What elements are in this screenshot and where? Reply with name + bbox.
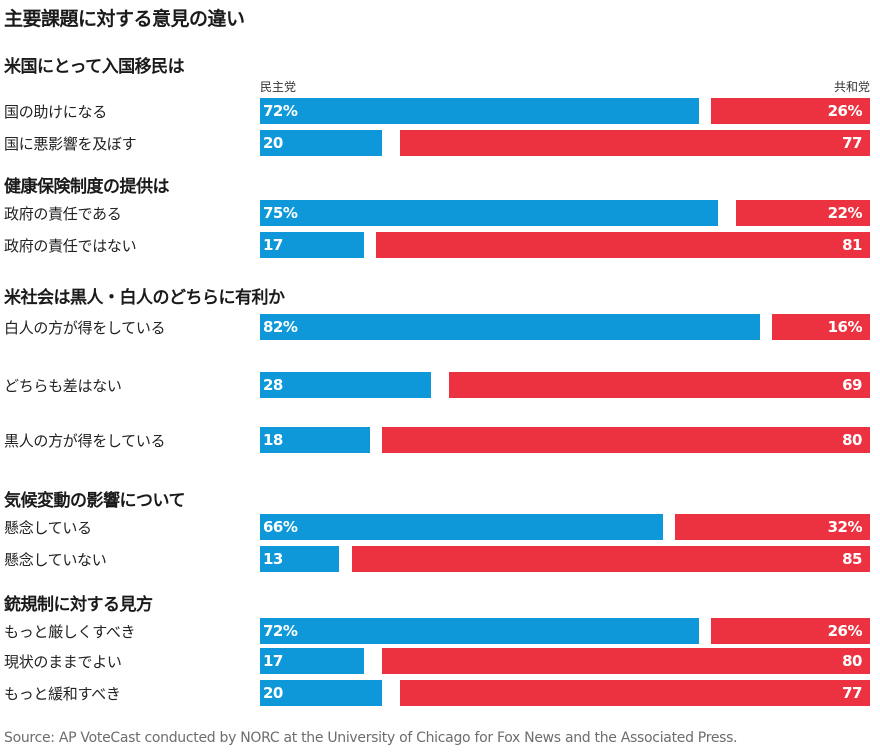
rep-bar [382,427,870,453]
dem-value-label: 72% [263,102,298,120]
row-label: 国に悪影響を及ぼす [4,135,137,153]
rep-value-label: 85 [842,550,862,568]
row-label: もっと厳しくすべき [4,623,136,641]
dem-value-label: 82% [263,318,298,336]
dem-bar [260,618,700,644]
group-title: 銃規制に対する見方 [4,595,153,615]
row-label: 政府の責任である [4,205,122,223]
row-label: 懸念していない [4,551,107,569]
rep-value-label: 16% [827,318,863,336]
dem-value-label: 66% [263,518,298,536]
group-title: 気候変動の影響について [4,491,186,511]
rep-value-label: 81 [842,236,862,254]
source-note: Source: AP VoteCast conducted by NORC at… [4,730,738,746]
dem-bar [260,200,718,226]
rep-bar [711,98,870,124]
dem-value-label: 75% [263,204,298,222]
dem-bar [260,98,700,124]
rep-value-label: 22% [827,204,863,222]
row-label: もっと緩和すべき [4,685,121,703]
dem-bar [260,680,382,706]
dem-value-label: 17 [263,236,283,254]
rep-bar [375,232,870,258]
dem-bar [260,546,340,572]
chart-title: 主要課題に対する意見の違い [4,8,245,30]
dem-value-label: 20 [263,684,283,702]
rep-bar [772,314,870,340]
row-label: 国の助けになる [4,103,107,121]
dem-value-label: 18 [263,431,283,449]
group-title: 米社会は黒人・白人のどちらに有利か [4,288,285,308]
dem-bar [260,314,761,340]
row-label: どちらも差はない [4,377,122,395]
rep-bar [351,546,870,572]
dem-value-label: 28 [263,376,283,394]
rep-value-label: 80 [842,431,862,449]
rep-value-label: 32% [827,518,863,536]
row-label: 黒人の方が得をしている [4,432,166,450]
rep-value-label: 77 [842,134,862,152]
row-label: 現状のままでよい [4,653,122,671]
dem-bar [260,648,364,674]
rep-value-label: 26% [827,102,863,120]
legend-dem-label: 民主党 [260,80,297,94]
group-title: 健康保険制度の提供は [4,177,170,197]
rep-bar [674,514,870,540]
rep-bar [735,200,870,226]
dem-bar [260,130,382,156]
dem-value-label: 17 [263,652,283,670]
rep-bar [449,372,870,398]
rep-value-label: 26% [827,622,863,640]
rep-value-label: 69 [842,376,862,394]
group-title: 米国にとって入国移民は [4,57,185,77]
legend-rep-label: 共和党 [833,80,870,94]
rep-bar [711,618,870,644]
dem-value-label: 20 [263,134,283,152]
row-label: 政府の責任ではない [4,237,137,255]
dem-bar [260,514,663,540]
rep-bar [382,648,870,674]
dem-value-label: 13 [263,550,283,568]
dem-value-label: 72% [263,622,298,640]
rep-bar [400,680,870,706]
rep-value-label: 77 [842,684,862,702]
row-label: 白人の方が得をしている [4,319,166,337]
dem-bar [260,372,431,398]
rep-bar [400,130,870,156]
row-label: 懸念している [4,519,92,537]
dem-bar [260,427,370,453]
rep-value-label: 80 [842,652,862,670]
dem-bar [260,232,364,258]
